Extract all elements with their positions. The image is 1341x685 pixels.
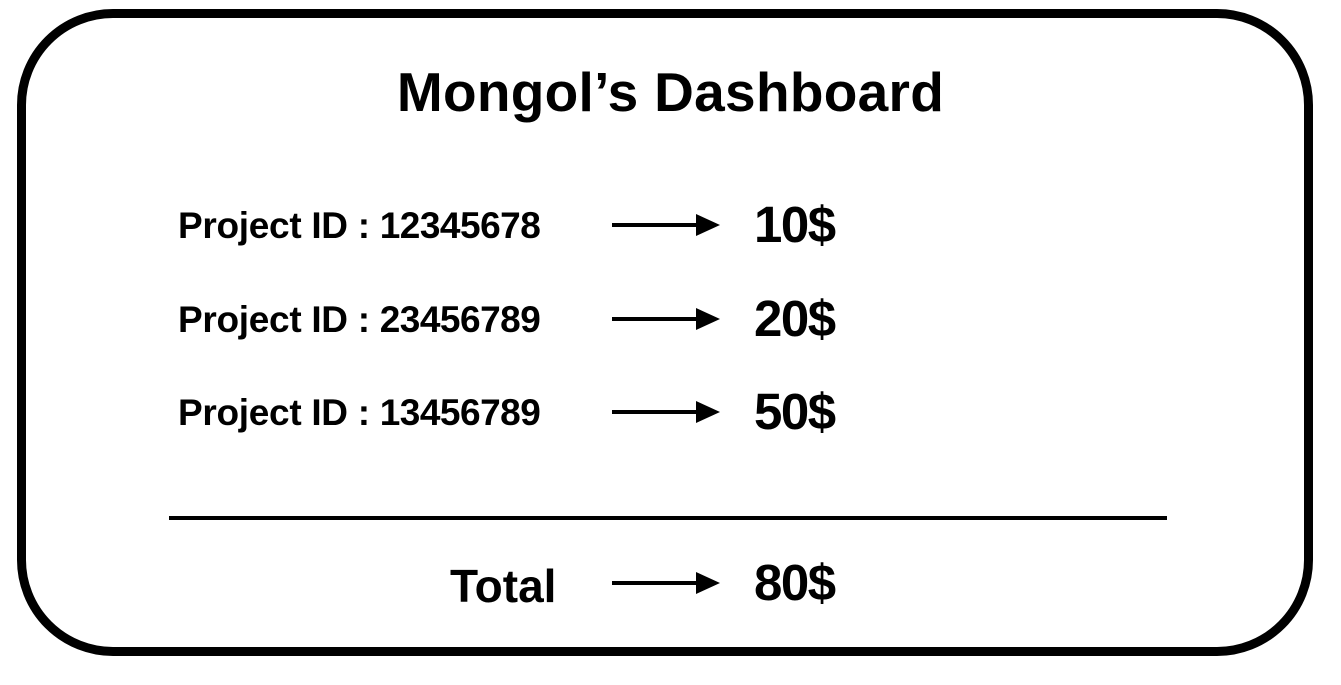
arrow-right-icon: [612, 572, 720, 594]
project-id-value: 23456789: [379, 299, 541, 340]
arrow-right-icon: [612, 401, 720, 423]
arrow-right-icon: [612, 308, 720, 330]
total-amount: 80$: [754, 554, 836, 611]
project-id-label: Project ID :: [178, 392, 380, 433]
dashboard-frame: [17, 9, 1313, 656]
total-label: Total: [450, 560, 557, 612]
project-id-label: Project ID :: [178, 205, 380, 246]
project-id-text: Project ID : 12345678: [178, 206, 598, 246]
project-row: Project ID : 13456789 50$: [0, 380, 1341, 440]
arrow-right-icon: [612, 214, 720, 236]
total-row: Total 80$: [0, 551, 1341, 611]
project-row: Project ID : 23456789 20$: [0, 287, 1341, 347]
project-amount: 50$: [754, 383, 836, 440]
page-title: Mongol’s Dashboard: [396, 61, 945, 123]
project-id-label: Project ID :: [178, 299, 380, 340]
project-id-text: Project ID : 23456789: [178, 300, 598, 340]
project-row: Project ID : 12345678 10$: [0, 193, 1341, 253]
total-divider: [169, 516, 1167, 520]
project-id-value: 13456789: [379, 392, 541, 433]
project-id-value: 12345678: [379, 205, 541, 246]
project-amount: 20$: [754, 290, 836, 347]
project-id-text: Project ID : 13456789: [178, 393, 598, 433]
project-amount: 10$: [754, 196, 836, 253]
